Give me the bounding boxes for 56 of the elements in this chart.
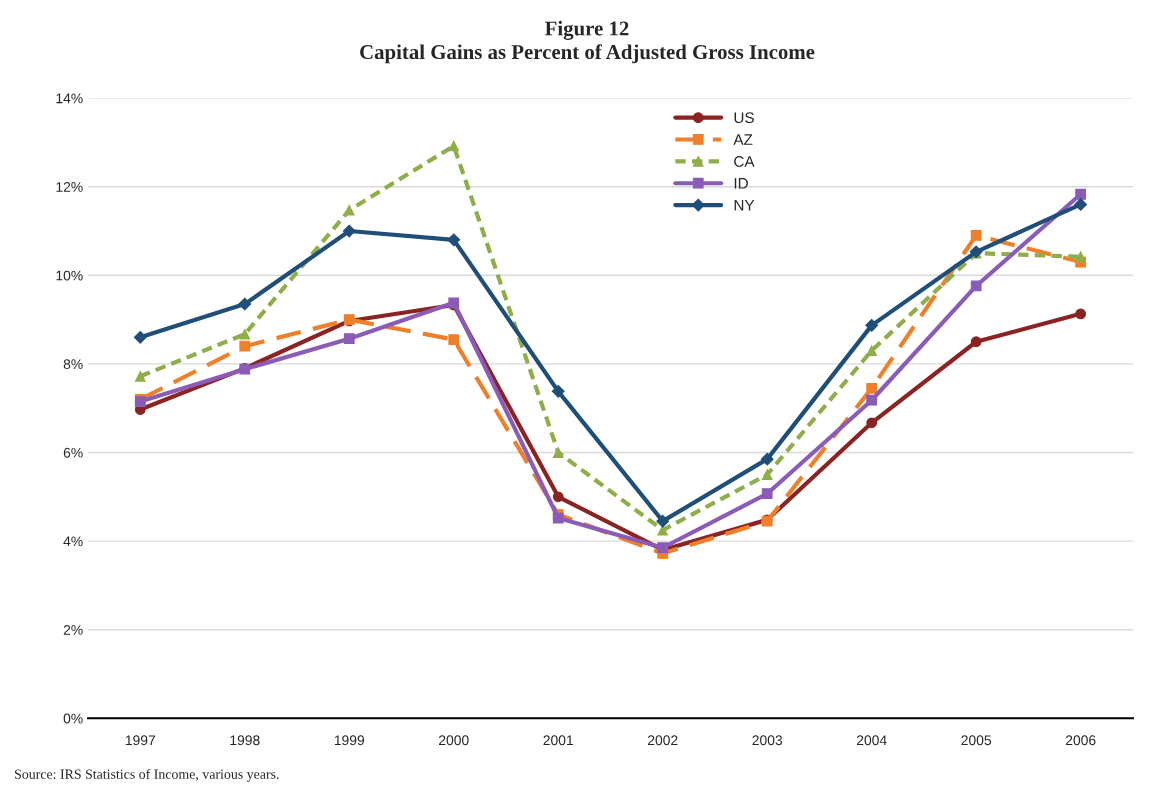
point (866, 394, 878, 406)
x-tick-label: 2003 (752, 735, 783, 746)
point (238, 297, 252, 311)
point (343, 333, 355, 345)
point (866, 382, 878, 394)
point (552, 447, 564, 458)
x-tick-label: 2002 (647, 735, 678, 746)
point (551, 384, 565, 398)
y-tick-label: 4% (63, 536, 83, 547)
x-tick-label: 2000 (439, 735, 469, 746)
point (761, 469, 773, 481)
legend-label: AZ (733, 134, 753, 145)
point (552, 491, 564, 503)
legend-label: NY (734, 199, 755, 211)
y-tick-label: 12% (56, 182, 83, 192)
point (1075, 251, 1087, 263)
point (760, 452, 774, 466)
x-tick-label: 2004 (856, 735, 887, 746)
y-tick-label: 10% (56, 270, 83, 281)
x-tick-label: 2001 (543, 735, 574, 746)
y-tick-label: 0% (63, 713, 83, 724)
point (1075, 188, 1087, 200)
legend-label: CA (734, 156, 755, 167)
y-tick-label: 14% (56, 93, 83, 104)
point (761, 488, 773, 500)
x-tick-label: 1999 (334, 735, 365, 746)
point (866, 417, 878, 429)
point (448, 334, 460, 345)
point (970, 230, 982, 241)
point (134, 370, 146, 382)
chart-subtitle: Capital Gains as Percent of Adjusted Gross Income (360, 44, 815, 64)
point (970, 280, 982, 292)
point (239, 328, 251, 340)
point (448, 140, 460, 152)
y-tick-label: 2% (63, 625, 83, 635)
point (656, 514, 670, 528)
x-tick-label: 2006 (1065, 735, 1096, 746)
point (866, 345, 878, 356)
source-note: Source: IRS Statistics of Income, various years. (15, 768, 279, 782)
point (970, 336, 982, 348)
legend-label: US (734, 112, 754, 124)
point (865, 318, 879, 332)
x-tick-label: 1998 (230, 735, 260, 746)
y-tick-label: 6% (63, 447, 83, 458)
legend-label: ID (734, 178, 748, 189)
point (239, 340, 251, 352)
x-tick-label: 2005 (961, 735, 992, 746)
x-tick-label: 1997 (125, 735, 156, 746)
point (342, 224, 356, 238)
point (552, 512, 564, 524)
point (1075, 308, 1087, 320)
point (447, 233, 461, 247)
point (133, 330, 147, 344)
y-tick-label: 8% (63, 359, 83, 370)
point (1074, 198, 1088, 211)
chart-title: Figure 12 (545, 20, 629, 40)
